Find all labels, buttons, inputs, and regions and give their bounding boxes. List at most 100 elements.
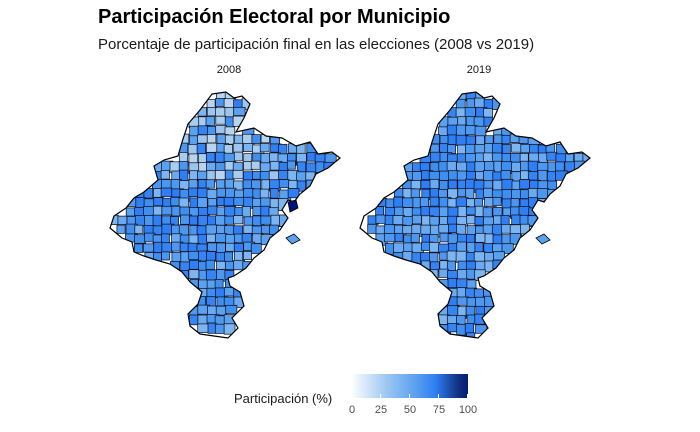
municipality (492, 207, 503, 217)
municipality (447, 144, 456, 154)
municipality (493, 134, 503, 145)
municipality (196, 143, 207, 155)
municipality (456, 224, 466, 235)
municipality (224, 169, 234, 180)
municipality (215, 260, 227, 270)
municipality (394, 232, 404, 243)
map-2008 (109, 91, 341, 339)
municipality (206, 189, 218, 200)
municipality (187, 144, 199, 156)
municipality (465, 135, 476, 145)
municipality (474, 324, 488, 334)
municipality (205, 179, 215, 189)
municipality (367, 223, 378, 234)
municipality (142, 243, 154, 253)
legend-tickmark (351, 394, 352, 398)
legend-tick-100: 100 (458, 404, 478, 416)
municipality (233, 233, 243, 243)
municipality (474, 269, 486, 281)
municipality (314, 153, 327, 164)
municipality (475, 296, 486, 308)
municipality (153, 197, 164, 207)
municipality (179, 169, 189, 181)
municipality (143, 188, 154, 199)
municipality (252, 170, 262, 180)
municipality (511, 161, 522, 172)
municipality (223, 296, 236, 307)
municipality (215, 287, 226, 298)
municipality (269, 133, 280, 145)
municipality (171, 205, 181, 217)
municipality (241, 206, 251, 218)
municipality (483, 116, 493, 127)
municipality (457, 116, 467, 126)
municipality (251, 134, 261, 144)
municipality (519, 153, 529, 163)
municipality (538, 152, 548, 164)
municipality (394, 206, 404, 217)
municipality (492, 142, 503, 154)
chart-title: Participación Electoral por Municipio (98, 6, 451, 28)
municipality (117, 215, 128, 225)
municipality (188, 187, 199, 197)
map-2019 (359, 91, 591, 339)
municipality (134, 243, 144, 253)
municipality (225, 242, 236, 252)
municipality (215, 305, 227, 316)
municipality (206, 107, 217, 117)
municipality (216, 242, 226, 254)
municipality (215, 115, 227, 125)
municipality (492, 196, 502, 207)
municipality (519, 189, 530, 199)
municipality (134, 224, 144, 234)
municipality (447, 134, 457, 146)
municipality (116, 224, 126, 234)
municipality (215, 151, 226, 163)
municipality (429, 252, 439, 263)
legend-tickmark (467, 394, 468, 398)
municipality (259, 143, 270, 153)
legend-tick-0: 0 (348, 404, 356, 416)
municipality (419, 197, 430, 208)
municipality (233, 196, 245, 206)
municipality (250, 160, 261, 170)
municipality (197, 197, 208, 209)
highlighted-municipality (287, 199, 299, 213)
municipality (375, 206, 384, 216)
municipality (286, 160, 296, 170)
municipality (465, 188, 475, 199)
municipality (261, 179, 271, 191)
municipality (420, 224, 432, 235)
municipality (269, 188, 279, 199)
panel-label-2008: 2008 (216, 64, 242, 76)
legend-tickmark (438, 394, 439, 398)
municipality (411, 214, 422, 225)
municipality (160, 170, 170, 180)
municipality (232, 169, 244, 180)
municipality (474, 216, 484, 226)
municipality (475, 260, 486, 272)
municipality (206, 233, 216, 243)
municipality (152, 214, 162, 227)
municipality (206, 251, 216, 262)
municipality (465, 153, 477, 163)
municipality (473, 116, 486, 127)
municipality (429, 242, 441, 253)
municipality (438, 189, 448, 199)
municipality (438, 268, 449, 278)
municipality (134, 234, 146, 244)
municipality (547, 171, 556, 182)
municipality (447, 277, 458, 289)
municipality (546, 151, 558, 161)
municipality (188, 215, 198, 226)
municipality (466, 215, 476, 225)
municipality (197, 107, 207, 117)
legend-title: Participación (%) (234, 391, 333, 406)
municipality (161, 179, 173, 190)
municipality (233, 106, 246, 116)
exclave (535, 233, 551, 245)
municipality (260, 197, 272, 208)
municipality (402, 197, 414, 208)
municipality (205, 152, 216, 163)
municipality (518, 206, 531, 217)
